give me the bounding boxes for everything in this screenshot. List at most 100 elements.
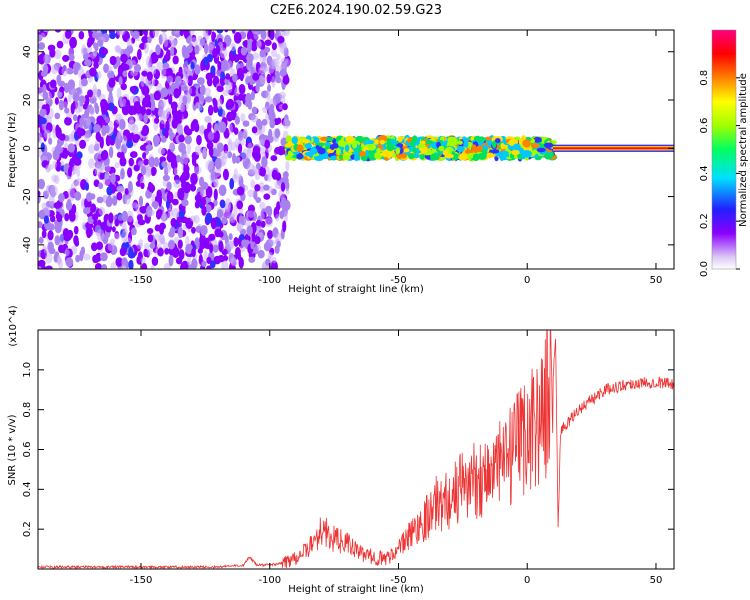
heatmap-cell	[42, 63, 49, 75]
heatmap-cell	[124, 188, 129, 195]
heatmap-cell	[68, 53, 75, 62]
heatmap-cell	[251, 126, 258, 134]
heatmap-cell	[124, 195, 131, 205]
heatmap-cell	[206, 256, 212, 265]
heatmap-cell	[119, 247, 127, 257]
heatmap-cell	[127, 181, 133, 193]
heatmap-cell	[186, 45, 193, 54]
heatmap-cell	[120, 83, 127, 91]
colorbar: 0.0 0.2 0.4 0.6 0.8 Normalized spectral ampl…	[699, 29, 749, 277]
heatmap-cell	[214, 228, 222, 238]
heatmap-cell	[131, 85, 137, 93]
heatmap-cell	[182, 67, 190, 78]
heatmap-cell	[260, 211, 265, 221]
heatmap-cell	[494, 138, 501, 144]
heatmap-cell	[63, 82, 70, 93]
heatmap-cell	[194, 145, 203, 156]
heatmap-cell	[131, 105, 138, 115]
heatmap-cell	[269, 103, 274, 112]
spectrogram-xlabel: Height of straight line (km)	[288, 284, 424, 295]
snr-xtick-label: -150	[130, 575, 153, 586]
heatmap-cell	[76, 169, 81, 177]
heatmap-cell	[173, 88, 181, 99]
heatmap-cell	[101, 124, 107, 137]
heatmap-cell	[246, 225, 253, 236]
heatmap-cell	[232, 54, 241, 61]
heatmap-cell	[89, 193, 96, 200]
heatmap-cell	[396, 153, 403, 159]
heatmap-cell	[204, 116, 212, 123]
heatmap-cell	[252, 72, 260, 81]
heatmap-cell	[169, 226, 176, 235]
heatmap-cell	[110, 172, 116, 184]
spectrogram-xtick-label: -150	[130, 275, 153, 286]
heatmap-cell	[103, 63, 109, 74]
heatmap-cell	[62, 54, 70, 62]
heatmap-cell	[76, 87, 81, 94]
colorbar-tick-label: 0.4	[699, 165, 710, 181]
heatmap-cell	[67, 143, 76, 153]
snr-multiplier: (x10^4)	[8, 305, 19, 346]
heatmap-cell	[224, 30, 229, 33]
heatmap-cell	[366, 153, 375, 159]
heatmap-cell	[263, 184, 270, 191]
heatmap-cell	[464, 149, 474, 154]
spectrogram-xtick-label: 0	[524, 275, 530, 286]
heatmap-cell	[408, 152, 416, 159]
heatmap-cell	[140, 182, 145, 190]
heatmap-cell	[120, 53, 128, 63]
heatmap-cell	[278, 91, 286, 99]
heatmap-cell	[42, 84, 47, 95]
heatmap-cell	[73, 68, 79, 76]
heatmap-cell	[282, 75, 290, 85]
heatmap-cell	[142, 134, 149, 142]
heatmap-cell	[58, 233, 65, 245]
heatmap-cell	[160, 87, 169, 98]
heatmap-cell	[282, 103, 288, 111]
heatmap-cell	[86, 40, 92, 48]
heatmap-cell	[229, 178, 235, 190]
heatmap-cell	[53, 175, 60, 185]
heatmap-cell	[84, 94, 90, 107]
heatmap-cell	[213, 176, 219, 188]
heatmap-cell	[47, 223, 55, 231]
heatmap-cell	[265, 217, 273, 228]
heatmap-cell	[338, 154, 344, 160]
heatmap-cell	[66, 67, 74, 75]
heatmap-cell	[532, 136, 542, 143]
heatmap-cell	[100, 150, 107, 161]
heatmap-cell	[206, 53, 213, 63]
heatmap-cell	[203, 250, 208, 260]
heatmap-cell	[111, 195, 118, 206]
heatmap-cell	[151, 256, 159, 266]
heatmap-cell	[84, 133, 90, 142]
heatmap-cell	[296, 152, 304, 160]
heatmap-cell	[203, 56, 209, 67]
heatmap-cell	[456, 146, 465, 152]
heatmap-cell	[166, 67, 173, 77]
heatmap-cell	[145, 144, 154, 152]
heatmap-cell	[57, 80, 66, 87]
heatmap-cell	[253, 31, 259, 40]
heatmap-cell	[242, 120, 250, 127]
heatmap-cell	[200, 224, 208, 236]
heatmap-cell	[96, 70, 102, 80]
heatmap-cell	[247, 189, 255, 198]
snr-ytick-label: 0.6	[22, 442, 33, 458]
heatmap-cell	[229, 214, 236, 224]
heatmap-cell	[344, 144, 350, 152]
heatmap-cell	[76, 177, 82, 186]
heatmap-cell	[222, 168, 229, 181]
heatmap-cell	[216, 85, 224, 93]
heatmap-cell	[73, 157, 82, 166]
heatmap-cell	[143, 112, 149, 124]
heatmap-cell	[120, 168, 125, 180]
heatmap-cell	[205, 204, 212, 213]
heatmap-cell	[74, 191, 82, 201]
heatmap-cell	[484, 152, 495, 159]
heatmap-cell	[212, 47, 218, 59]
snr-xtick-label: -100	[258, 575, 281, 586]
heatmap-cell	[110, 262, 116, 269]
heatmap-cell	[85, 117, 91, 127]
heatmap-cell	[80, 246, 86, 256]
